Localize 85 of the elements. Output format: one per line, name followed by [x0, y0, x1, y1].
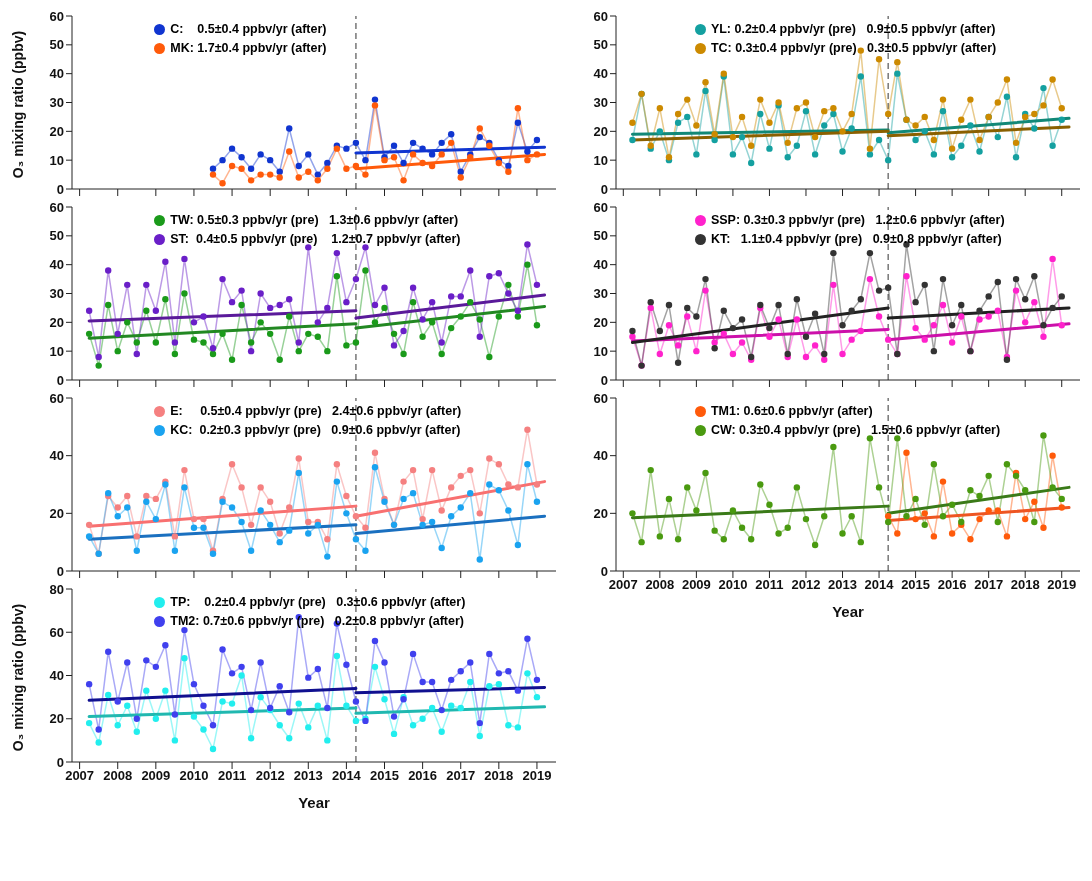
- x-tick-label: 2014: [331, 768, 362, 784]
- legend-label: C: 0.5±0.4 ppbv/yr (after): [170, 21, 327, 38]
- x-tick-label: 2017: [974, 577, 1004, 593]
- y-tick-label: 0: [56, 754, 64, 770]
- legend-label: CW: 0.3±0.4 ppbv/yr (pre) 1.5±0.6 ppbv/yr (after): [710, 422, 1001, 439]
- x-tick-label: 2012: [255, 768, 285, 784]
- x-tick-label: 2012: [791, 577, 821, 593]
- y-tick-label: 50: [49, 37, 64, 53]
- y-tick-label: 30: [49, 286, 64, 302]
- y-tick-label: 80: [49, 581, 64, 597]
- x-tick-label: 2007: [608, 577, 638, 593]
- x-tick-label: 2013: [828, 577, 857, 593]
- y-tick-label: 30: [593, 95, 608, 111]
- legend-label: TW: 0.5±0.3 ppbv/yr (pre) 1.3±0.6 ppbv/yr (after): [170, 212, 459, 229]
- x-tick-label: 2018: [484, 768, 514, 784]
- y-tick-label: 20: [593, 123, 608, 139]
- y-tick-label: 50: [49, 228, 64, 244]
- x-tick-label: 2010: [179, 768, 209, 784]
- y-tick-label: 10: [593, 343, 608, 359]
- y-axis-title: O₃ mixing ratio (ppbv): [10, 30, 26, 179]
- y-tick-label: 60: [49, 390, 64, 406]
- y-tick-label: 10: [49, 152, 64, 168]
- y-tick-label: 20: [593, 314, 608, 330]
- x-tick-label: 2013: [293, 768, 323, 784]
- y-tick-label: 50: [593, 228, 608, 244]
- y-tick-label: 40: [593, 66, 608, 82]
- y-tick-label: 60: [593, 8, 608, 24]
- x-tick-label: 2007: [65, 768, 95, 784]
- y-tick-label: 40: [49, 668, 64, 684]
- x-tick-label: 2009: [141, 768, 171, 784]
- y-tick-label: 0: [600, 372, 608, 388]
- legend-label: TP: 0.2±0.4 ppbv/yr (pre) 0.3±0.6 ppbv/yr (after): [170, 594, 466, 611]
- x-tick-label: 2019: [522, 768, 552, 784]
- y-tick-label: 20: [49, 711, 64, 727]
- y-tick-label: 20: [49, 123, 64, 139]
- y-tick-label: 20: [49, 314, 64, 330]
- y-tick-label: 40: [49, 257, 64, 273]
- y-tick-label: 30: [49, 95, 64, 111]
- legend-label: YL: 0.2±0.4 ppbv/yr (pre) 0.9±0.5 ppbv/yr (after): [710, 21, 996, 38]
- x-tick-label: 2016: [937, 577, 967, 593]
- y-tick-label: 0: [600, 181, 608, 197]
- y-tick-label: 20: [49, 505, 64, 521]
- x-tick-label: 2018: [1010, 577, 1040, 593]
- legend-label: ST: 0.4±0.5 ppbv/yr (pre) 1.2±0.7 ppbv/yr (after): [170, 231, 461, 248]
- legend-label: SSP: 0.3±0.3 ppbv/yr (pre) 1.2±0.6 ppbv/yr (after): [710, 212, 1005, 229]
- legend-label: MK: 1.7±0.4 ppbv/yr (after): [170, 40, 327, 57]
- x-tick-label: 2010: [718, 577, 748, 593]
- legend-label: KC: 0.2±0.3 ppbv/yr (pre) 0.9±0.6 ppbv/yr (after): [170, 422, 461, 439]
- x-axis-title: Year: [832, 603, 865, 620]
- x-tick-label: 2014: [864, 577, 895, 593]
- x-tick-label: 2011: [755, 577, 784, 593]
- x-tick-label: 2015: [370, 768, 399, 784]
- y-tick-label: 40: [593, 257, 608, 273]
- y-tick-label: 60: [593, 390, 608, 406]
- x-axis-title: Year: [298, 794, 331, 811]
- y-tick-label: 10: [49, 343, 64, 359]
- y-tick-label: 40: [593, 448, 608, 464]
- legend-label: TC: 0.3±0.4 ppbv/yr (pre) 0.3±0.5 ppbv/yr (after): [710, 40, 997, 57]
- y-tick-label: 60: [49, 199, 64, 215]
- y-tick-label: 60: [593, 199, 608, 215]
- x-tick-label: 2019: [1047, 577, 1077, 593]
- x-tick-label: 2011: [217, 768, 247, 784]
- y-tick-label: 0: [56, 563, 64, 579]
- legend-label: TM1: 0.6±0.6 ppbv/yr (after): [710, 403, 873, 420]
- x-tick-label: 2016: [408, 768, 438, 784]
- x-tick-label: 2017: [446, 768, 476, 784]
- y-tick-label: 0: [56, 372, 64, 388]
- x-tick-label: 2015: [901, 577, 931, 593]
- y-tick-label: 40: [49, 448, 64, 464]
- y-tick-label: 60: [49, 8, 64, 24]
- y-tick-label: 0: [600, 563, 608, 579]
- y-axis-title: O₃ mixing ratio (ppbv): [10, 603, 26, 752]
- x-tick-label: 2008: [103, 768, 133, 784]
- legend-label: E: 0.5±0.4 ppbv/yr (pre) 2.4±0.6 ppbv/yr (after): [170, 403, 462, 420]
- y-tick-label: 40: [49, 66, 64, 82]
- y-tick-label: 30: [593, 286, 608, 302]
- legend-label: KT: 1.1±0.4 ppbv/yr (pre) 0.9±0.8 ppbv/yr (after): [710, 231, 1002, 248]
- x-tick-label: 2008: [645, 577, 675, 593]
- y-tick-label: 0: [56, 181, 64, 197]
- y-tick-label: 10: [593, 152, 608, 168]
- x-tick-label: 2009: [681, 577, 711, 593]
- y-tick-label: 20: [593, 505, 608, 521]
- y-tick-label: 50: [593, 37, 608, 53]
- legend-label: TM2: 0.7±0.6 ppbv/yr (pre) 0.2±0.8 ppbv/yr (after): [170, 613, 464, 630]
- y-tick-label: 60: [49, 624, 64, 640]
